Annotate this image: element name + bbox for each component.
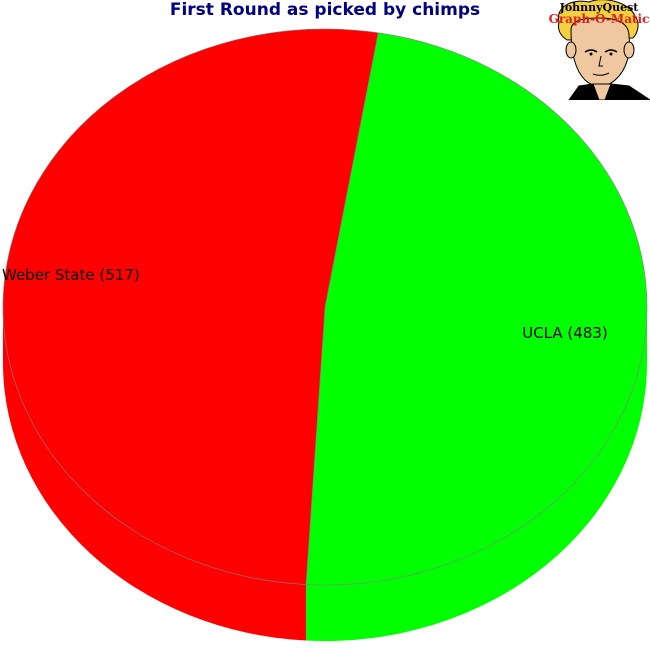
chart-title: First Round as picked by chimps (169, 0, 481, 20)
pie-label-weber-state: Weber State (517) (2, 266, 140, 284)
pie-labels-layer: UCLA (483) Weber State (517) (2, 266, 608, 342)
logo-shirt-right (604, 83, 650, 100)
pie-slice-weber-state (2, 28, 379, 585)
pie-depth-layer (3, 307, 648, 641)
pie-label-ucla: UCLA (483) (522, 324, 608, 342)
logo-nose (598, 55, 603, 67)
logo-neck (592, 83, 612, 100)
logo-face (570, 17, 630, 87)
logo-text-line2: Graph-O-Matic (549, 12, 649, 26)
johnnyquest-logo: JohnnyQuest Graph-O-Matic (549, 0, 650, 100)
pie-slice-ucla (305, 32, 648, 586)
logo-ear-left (565, 41, 577, 59)
logo-shirt (568, 83, 602, 100)
logo-eye-right (604, 49, 618, 53)
logo-eye-left (584, 49, 598, 53)
pie-side-weber-state (3, 307, 307, 641)
logo-mouth (592, 72, 610, 76)
pie-top-layer (2, 28, 648, 586)
logo-ear-right (623, 41, 635, 59)
logo-text-line1: JohnnyQuest (559, 1, 640, 14)
pie-side-ucla (306, 307, 648, 641)
